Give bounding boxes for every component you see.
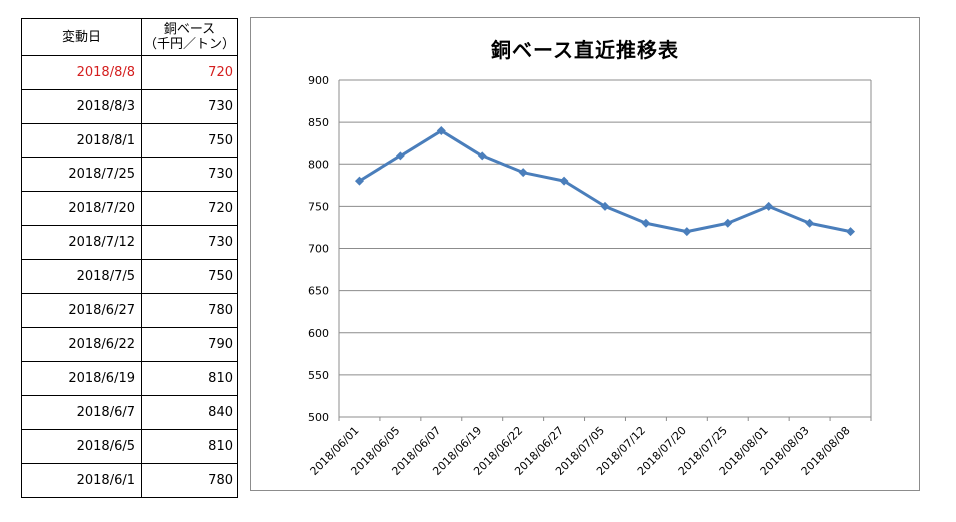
row-value: 780 xyxy=(141,293,238,328)
row-date: 2018/6/1 xyxy=(21,463,142,498)
table-body: 2018/8/8 720 2018/8/3 730 2018/8/1 750 2018/7/… xyxy=(21,55,238,498)
header-date: 変動日 xyxy=(21,18,142,56)
row-date: 2018/8/8 xyxy=(21,55,142,90)
data-point-marker xyxy=(805,218,815,228)
header-value-line1: 銅ベース xyxy=(163,22,216,37)
row-value: 720 xyxy=(141,191,238,226)
data-point-marker xyxy=(395,151,405,161)
table-row: 2018/8/1 750 xyxy=(21,123,238,158)
table-row: 2018/6/5 810 xyxy=(21,429,238,464)
data-point-marker xyxy=(477,151,487,161)
copper-price-table: 変動日 銅ベース （千円／トン） 2018/8/8 720 2018/8/3 730 2… xyxy=(21,18,238,498)
data-point-marker xyxy=(723,218,733,228)
data-point-marker xyxy=(436,126,446,136)
y-tick-label: 900 xyxy=(308,74,329,87)
y-tick-label: 750 xyxy=(308,200,329,213)
y-tick-label: 500 xyxy=(308,411,329,424)
header-value-line2: （千円／トン） xyxy=(143,37,235,52)
table-row: 2018/6/7 840 xyxy=(21,395,238,430)
table-row: 2018/7/5 750 xyxy=(21,259,238,294)
table-row: 2018/8/8 720 xyxy=(21,55,238,90)
data-point-marker xyxy=(600,201,610,211)
table-row: 2018/8/3 730 xyxy=(21,89,238,124)
row-date: 2018/6/27 xyxy=(21,293,142,328)
chart-title: 銅ベース直近推移表 xyxy=(491,38,679,62)
series-line xyxy=(358,129,851,234)
row-date: 2018/7/12 xyxy=(21,225,142,260)
row-value: 750 xyxy=(141,259,238,294)
chart-area: 銅ベース直近推移表 900 850 800 750 700 650 600 550 500 201… xyxy=(250,17,920,491)
data-point-marker xyxy=(559,176,569,186)
row-value: 730 xyxy=(141,157,238,192)
row-value: 810 xyxy=(141,361,238,396)
table-row: 2018/6/19 810 xyxy=(21,361,238,396)
data-point-marker xyxy=(846,227,856,237)
line-chart: 9008508007507006506005505002018/06/01201… xyxy=(308,74,872,478)
table-row: 2018/6/22 790 xyxy=(21,327,238,362)
row-date: 2018/6/22 xyxy=(21,327,142,362)
row-value: 840 xyxy=(141,395,238,430)
table-row: 2018/6/1 780 xyxy=(21,463,238,498)
data-point-marker xyxy=(764,201,774,211)
y-tick-label: 650 xyxy=(308,285,329,298)
y-tick-label: 800 xyxy=(308,158,329,171)
table-row: 2018/7/25 730 xyxy=(21,157,238,192)
y-tick-label: 850 xyxy=(308,116,329,129)
table-row: 2018/6/27 780 xyxy=(21,293,238,328)
row-date: 2018/8/3 xyxy=(21,89,142,124)
data-point-marker xyxy=(518,168,528,178)
row-value: 730 xyxy=(141,225,238,260)
table-row: 2018/7/12 730 xyxy=(21,225,238,260)
data-point-marker xyxy=(354,176,364,186)
row-date: 2018/8/1 xyxy=(21,123,142,158)
table-header-row: 変動日 銅ベース （千円／トン） xyxy=(21,18,238,56)
row-date: 2018/6/19 xyxy=(21,361,142,396)
data-point-marker xyxy=(682,227,692,237)
row-value: 730 xyxy=(141,89,238,124)
row-value: 720 xyxy=(141,55,238,90)
header-value: 銅ベース （千円／トン） xyxy=(141,18,238,56)
row-value: 810 xyxy=(141,429,238,464)
y-tick-label: 550 xyxy=(308,369,329,382)
row-date: 2018/7/20 xyxy=(21,191,142,226)
row-value: 780 xyxy=(141,463,238,498)
row-date: 2018/6/7 xyxy=(21,395,142,430)
row-value: 750 xyxy=(141,123,238,158)
table-row: 2018/7/20 720 xyxy=(21,191,238,226)
data-point-marker xyxy=(641,218,651,228)
row-value: 790 xyxy=(141,327,238,362)
y-tick-label: 600 xyxy=(308,327,329,340)
row-date: 2018/7/25 xyxy=(21,157,142,192)
row-date: 2018/7/5 xyxy=(21,259,142,294)
row-date: 2018/6/5 xyxy=(21,429,142,464)
y-tick-label: 700 xyxy=(308,243,329,256)
